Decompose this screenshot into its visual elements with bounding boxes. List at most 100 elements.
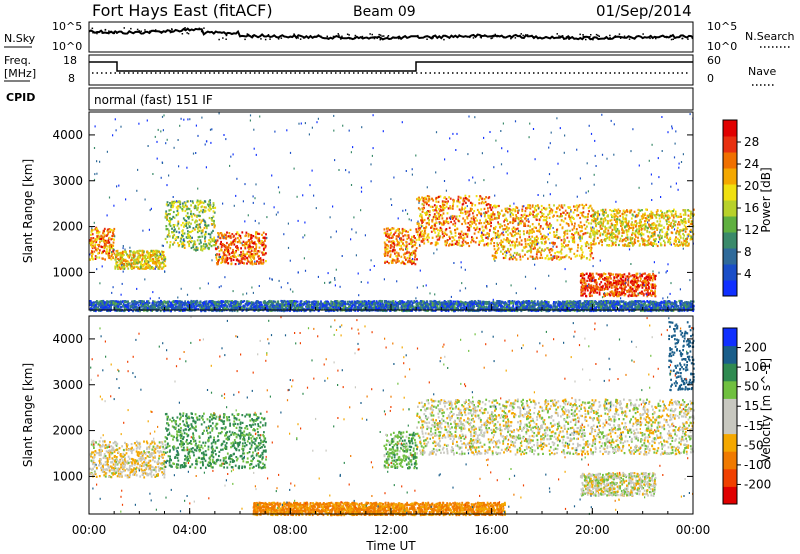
heatmap-cell xyxy=(421,220,423,222)
heatmap-cell xyxy=(458,220,460,222)
heatmap-cell xyxy=(490,242,492,244)
heatmap-cell xyxy=(483,229,485,231)
heatmap-cell xyxy=(632,214,634,216)
heatmap-cell xyxy=(634,280,636,282)
heatmap-cell xyxy=(648,286,650,288)
heatmap-cell xyxy=(636,222,638,224)
heatmap-cell xyxy=(191,240,193,242)
heatmap-cell xyxy=(412,245,414,247)
heatmap-cell xyxy=(524,214,526,216)
heatmap-cell xyxy=(262,254,264,256)
heatmap-cell xyxy=(577,246,579,248)
heatmap-cell xyxy=(476,220,478,222)
heatmap-cell xyxy=(412,260,414,262)
heatmap-cell xyxy=(541,205,543,207)
heatmap-cell xyxy=(432,209,434,211)
heatmap-cell xyxy=(437,239,439,241)
noise-sky-label: N.Sky xyxy=(4,32,36,45)
heatmap-cell xyxy=(91,255,93,257)
heatmap-cell xyxy=(605,228,607,230)
heatmap-cell xyxy=(566,233,568,235)
heatmap-cell xyxy=(147,267,149,269)
heatmap-cell xyxy=(462,238,464,240)
heatmap-cell xyxy=(641,228,643,230)
heatmap-cell xyxy=(524,254,526,256)
noise-search-point xyxy=(327,36,329,38)
heatmap-cell xyxy=(259,247,261,249)
heatmap-cell xyxy=(615,294,617,296)
heatmap-cell xyxy=(204,240,206,242)
heatmap-cell xyxy=(507,223,509,225)
heatmap-cell xyxy=(260,262,262,264)
heatmap-cell xyxy=(655,275,657,277)
heatmap-cell xyxy=(147,264,149,266)
heatmap-cell xyxy=(229,247,231,249)
heatmap-cell xyxy=(250,255,252,257)
heatmap-cell xyxy=(539,247,541,249)
heatmap-cell xyxy=(582,277,584,279)
heatmap-cell xyxy=(182,222,184,224)
noise-search-point xyxy=(682,38,684,40)
heatmap-cell xyxy=(680,216,682,218)
heatmap-cell xyxy=(671,213,673,215)
heatmap-cell xyxy=(545,257,547,259)
heatmap-cell xyxy=(614,213,616,215)
heatmap-cell xyxy=(248,248,250,250)
heatmap-cell xyxy=(521,214,523,216)
heatmap-cell xyxy=(641,209,643,211)
heatmap-cell xyxy=(685,231,687,233)
heatmap-cell xyxy=(590,205,592,207)
heatmap-cell xyxy=(419,234,421,236)
heatmap-cell xyxy=(677,223,679,225)
heatmap-cell xyxy=(573,211,575,213)
heatmap-cell xyxy=(230,235,232,237)
heatmap-cell xyxy=(176,214,178,216)
heatmap-cell xyxy=(464,237,466,239)
heatmap-cell xyxy=(123,268,125,270)
heatmap-cell xyxy=(512,244,514,246)
heatmap-cell xyxy=(443,235,445,237)
heatmap-cell xyxy=(220,248,222,250)
heatmap-cell xyxy=(255,231,257,233)
heatmap-cell xyxy=(540,254,542,256)
noise-left-tick-high: 10^5 xyxy=(52,20,82,33)
heatmap-cell xyxy=(242,253,244,255)
heatmap-cell xyxy=(210,241,212,243)
heatmap-cell xyxy=(586,295,588,297)
heatmap-cell xyxy=(391,228,393,230)
heatmap-cell xyxy=(428,215,430,217)
heatmap-cell xyxy=(421,222,423,224)
heatmap-cell xyxy=(683,237,685,239)
heatmap-cell xyxy=(656,211,658,213)
heatmap-cell xyxy=(567,245,569,247)
heatmap-cell xyxy=(652,287,654,289)
heatmap-cell xyxy=(234,255,236,257)
heatmap-cell xyxy=(628,220,630,222)
noise-search-point xyxy=(124,27,126,29)
heatmap-cell xyxy=(609,286,611,288)
heatmap-cell xyxy=(462,203,464,205)
noise-search-point xyxy=(649,38,651,40)
noise-search-point xyxy=(265,39,267,41)
heatmap-cell xyxy=(667,233,669,235)
heatmap-cell xyxy=(473,227,475,229)
heatmap-cell xyxy=(546,255,548,257)
heatmap-cell xyxy=(451,244,453,246)
noise-search-point xyxy=(300,38,302,40)
heatmap-cell xyxy=(550,208,552,210)
heatmap-cell xyxy=(99,241,101,243)
heatmap-cell xyxy=(605,211,607,213)
heatmap-cell xyxy=(421,233,423,235)
heatmap-cell xyxy=(626,290,628,292)
heatmap-cell xyxy=(450,198,452,200)
heatmap-cell xyxy=(200,239,202,241)
heatmap-cell xyxy=(438,208,440,210)
heatmap-cell xyxy=(155,258,157,260)
heatmap-cell xyxy=(623,218,625,220)
noise-search-point xyxy=(268,34,270,36)
heatmap-cell xyxy=(388,241,390,243)
noise-search-point xyxy=(670,35,672,37)
heatmap-cell xyxy=(219,250,221,252)
heatmap-cell xyxy=(602,278,604,280)
